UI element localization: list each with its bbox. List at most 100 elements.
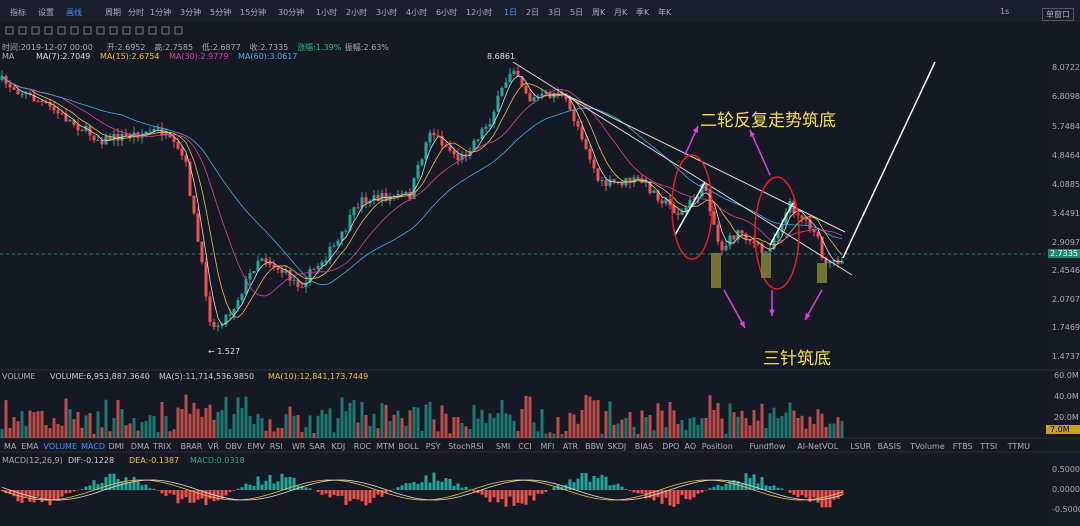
- period-button[interactable]: 1分钟: [150, 8, 172, 17]
- macd-bar: [84, 486, 88, 490]
- volume-bar: [4, 400, 8, 438]
- candle-body: [628, 178, 632, 183]
- macd-bar: [480, 490, 484, 495]
- macd-bar: [160, 490, 164, 494]
- candle-body: [788, 200, 792, 213]
- period-button[interactable]: 3分钟: [180, 8, 202, 17]
- ma-value: MA(7):2.7049: [36, 52, 91, 61]
- volume-bar: [564, 431, 568, 438]
- period-button[interactable]: 周K: [592, 8, 606, 17]
- indicator-tab[interactable]: OBV: [225, 442, 243, 451]
- volume-bar: [168, 431, 172, 438]
- candle-body: [280, 269, 284, 273]
- volume-bar: [224, 396, 228, 438]
- indicator-tab[interactable]: MACD: [81, 442, 106, 451]
- volume-bar: [464, 426, 468, 438]
- period-button[interactable]: 分时: [128, 8, 144, 17]
- indicator-tab[interactable]: RSI: [269, 442, 283, 451]
- period-button[interactable]: 4小时: [406, 8, 428, 17]
- period-button[interactable]: 5日: [570, 8, 584, 17]
- indicator-tab[interactable]: Fundflow: [749, 442, 786, 451]
- indicator-tab[interactable]: StochRSI: [448, 442, 484, 451]
- macd-value: DIF:-0.1228: [68, 456, 115, 465]
- candle-body: [128, 134, 132, 138]
- candle-body: [124, 133, 128, 135]
- indicator-tab[interactable]: SMI: [495, 442, 511, 451]
- period-button[interactable]: 3日: [548, 8, 562, 17]
- period-button[interactable]: 2小时: [346, 8, 368, 17]
- indicator-tab[interactable]: Position: [701, 442, 733, 451]
- volume-bar: [600, 433, 604, 438]
- indicator-tab[interactable]: SKDJ: [607, 442, 627, 451]
- toolbar-button[interactable]: 设置: [38, 8, 54, 17]
- period-button[interactable]: 1日: [504, 8, 518, 17]
- indicator-tab[interactable]: TTSI: [980, 442, 998, 451]
- macd-bar: [204, 490, 208, 506]
- indicator-tab[interactable]: ATR: [562, 442, 579, 451]
- volume-bar: [500, 399, 504, 438]
- period-button[interactable]: 6小时: [436, 8, 458, 17]
- macd-bar: [128, 482, 132, 490]
- period-button[interactable]: 月K: [614, 8, 628, 17]
- window-button[interactable]: 单窗口: [1042, 8, 1074, 21]
- indicator-tab[interactable]: LSUR: [850, 442, 872, 451]
- macd-bar: [252, 485, 256, 490]
- period-button[interactable]: 5分钟: [210, 8, 232, 17]
- indicator-tab[interactable]: FTBS: [952, 442, 973, 451]
- toolbar-button[interactable]: 画线: [66, 8, 82, 17]
- indicator-tab[interactable]: WR: [292, 442, 306, 451]
- volume-bar: [56, 424, 60, 438]
- indicator-tab[interactable]: TTMU: [1007, 442, 1030, 451]
- indicator-tab[interactable]: DMI: [108, 442, 124, 451]
- candle-body: [348, 215, 352, 231]
- period-button[interactable]: 15分钟: [240, 8, 267, 17]
- candle-body: [216, 325, 220, 328]
- period-button[interactable]: 30分钟: [278, 8, 305, 17]
- indicator-tab[interactable]: TRIX: [153, 442, 172, 451]
- ma-value: MA(30):2.9779: [169, 52, 229, 61]
- period-button[interactable]: 1小时: [316, 8, 338, 17]
- interval-button[interactable]: 1s: [1000, 7, 1010, 16]
- period-button[interactable]: 12小时: [466, 8, 493, 17]
- indicator-tab[interactable]: KDJ: [331, 442, 346, 451]
- volume-bar: [468, 429, 472, 438]
- indicator-tab[interactable]: EMA: [21, 442, 39, 451]
- indicator-tab[interactable]: MFI: [540, 442, 555, 451]
- indicator-tab[interactable]: BOLL: [398, 442, 419, 451]
- macd-bar: [600, 474, 604, 490]
- indicator-tab[interactable]: MTM: [376, 442, 395, 451]
- arrow-head: [750, 130, 756, 137]
- period-button[interactable]: 3小时: [376, 8, 398, 17]
- indicator-tab[interactable]: SAR: [309, 442, 326, 451]
- indicator-tab[interactable]: AO: [684, 442, 697, 451]
- indicator-tab[interactable]: TVolume: [910, 442, 945, 451]
- macd-bar: [24, 490, 28, 497]
- volume-bar: [312, 432, 316, 438]
- indicator-tab[interactable]: BASIS: [877, 442, 902, 451]
- indicator-tab[interactable]: CCI: [518, 442, 532, 451]
- period-button[interactable]: 年K: [658, 8, 672, 17]
- indicator-tab[interactable]: BRAR: [180, 442, 203, 451]
- indicator-tab[interactable]: BBW: [585, 442, 604, 451]
- candle-body: [268, 262, 272, 265]
- indicator-tab[interactable]: EMV: [247, 442, 265, 451]
- indicator-tab[interactable]: MA: [4, 442, 17, 451]
- period-button[interactable]: 季K: [636, 8, 650, 17]
- indicator-tab[interactable]: BIAS: [634, 442, 654, 451]
- indicator-tab[interactable]: PSY: [425, 442, 441, 451]
- macd-bar: [72, 490, 76, 492]
- volume-bar: [524, 395, 528, 438]
- indicator-tab[interactable]: ROC: [353, 442, 372, 451]
- macd-bar: [816, 490, 820, 503]
- indicator-tab[interactable]: AI-NetVOL: [797, 442, 839, 451]
- candle-body: [584, 139, 588, 149]
- volume-bar: [456, 417, 460, 438]
- indicator-tab[interactable]: DPO: [662, 442, 680, 451]
- candle-body: [812, 228, 816, 233]
- period-button[interactable]: 2日: [526, 8, 540, 17]
- indicator-tab[interactable]: DMA: [130, 442, 150, 451]
- indicator-tab[interactable]: VOLUME: [43, 442, 78, 451]
- macd-bar: [100, 483, 104, 490]
- toolbar-button[interactable]: 指标: [10, 8, 26, 17]
- indicator-tab[interactable]: VR: [207, 442, 219, 451]
